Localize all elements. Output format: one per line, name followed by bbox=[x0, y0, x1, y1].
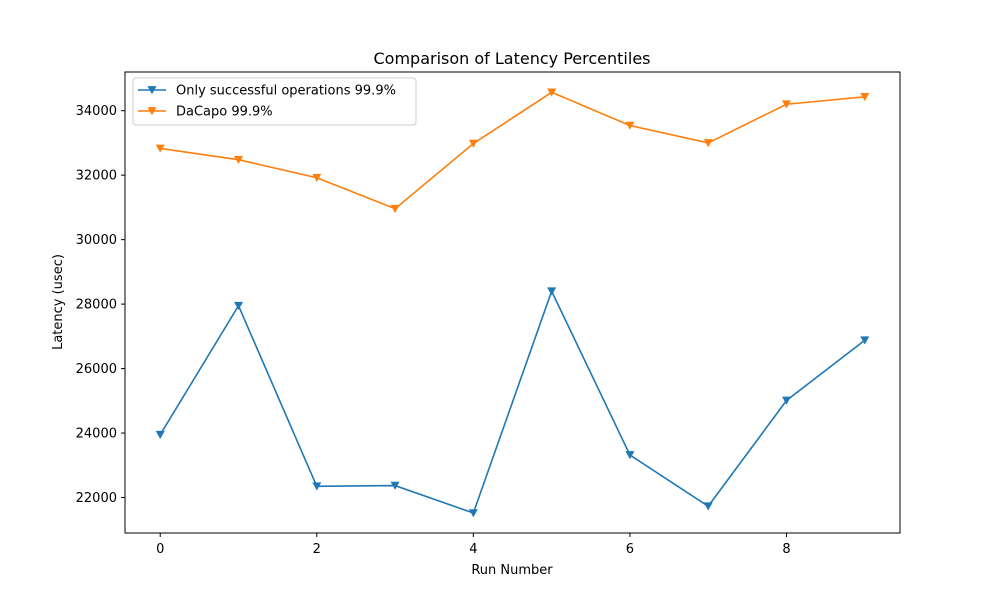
y-axis-label: Latency (usec) bbox=[51, 254, 66, 350]
series-1-point-2 bbox=[312, 173, 322, 183]
series-line-0 bbox=[159, 289, 866, 515]
y-tick-label: 28000 bbox=[76, 298, 117, 313]
series-1-point-6 bbox=[625, 121, 635, 130]
series-0-point-7 bbox=[703, 502, 713, 511]
y-tick-label: 32000 bbox=[76, 169, 117, 184]
y-tick-label: 22000 bbox=[76, 491, 117, 506]
y-tick-label: 30000 bbox=[76, 233, 117, 248]
series-1-point-1 bbox=[234, 155, 244, 164]
series-0-point-6 bbox=[625, 451, 635, 460]
series-0-point-0 bbox=[155, 430, 165, 439]
series-0-point-1 bbox=[234, 301, 244, 310]
legend-marker-0 bbox=[147, 86, 157, 95]
plot-series bbox=[155, 88, 870, 518]
legend-label-1: DaCapo 99.9% bbox=[176, 105, 273, 120]
x-axis: 0 2 4 6 8 bbox=[156, 533, 791, 557]
series-1-point-9 bbox=[860, 92, 870, 102]
series-0-point-9 bbox=[860, 336, 870, 345]
x-tick-label: 4 bbox=[469, 542, 477, 557]
x-tick-label: 0 bbox=[156, 542, 164, 557]
legend: Only successful operations 99.9% DaCapo 9… bbox=[132, 77, 417, 126]
series-1-point-5 bbox=[547, 88, 557, 97]
series-0-point-5 bbox=[547, 287, 557, 296]
series-1-point-8 bbox=[781, 100, 791, 109]
legend-marker-1 bbox=[147, 107, 157, 116]
chart-title: Comparison of Latency Percentiles bbox=[374, 49, 651, 68]
series-0-point-2 bbox=[312, 482, 322, 491]
y-tick-label: 24000 bbox=[76, 427, 117, 442]
y-axis: 22000 24000 26000 28000 30000 32000 34000 bbox=[76, 104, 125, 506]
legend-box bbox=[132, 77, 417, 126]
series-1-point-3 bbox=[390, 204, 400, 213]
series-1-point-4 bbox=[468, 139, 478, 148]
series-0-point-3 bbox=[390, 481, 400, 490]
series-0-point-4 bbox=[468, 509, 478, 518]
y-tick-label: 34000 bbox=[76, 104, 117, 119]
x-axis-label: Run Number bbox=[471, 563, 553, 578]
series-line-1 bbox=[160, 91, 865, 210]
x-tick-label: 2 bbox=[313, 542, 321, 557]
x-tick-label: 6 bbox=[626, 542, 634, 557]
series-1-point-7 bbox=[703, 139, 713, 148]
x-tick-label: 8 bbox=[782, 542, 790, 557]
series-1-point-0 bbox=[155, 144, 165, 153]
legend-label-0: Only successful operations 99.9% bbox=[176, 84, 396, 99]
y-tick-label: 26000 bbox=[76, 362, 117, 377]
plot-area-frame bbox=[124, 71, 901, 534]
series-0-point-8 bbox=[781, 396, 791, 405]
